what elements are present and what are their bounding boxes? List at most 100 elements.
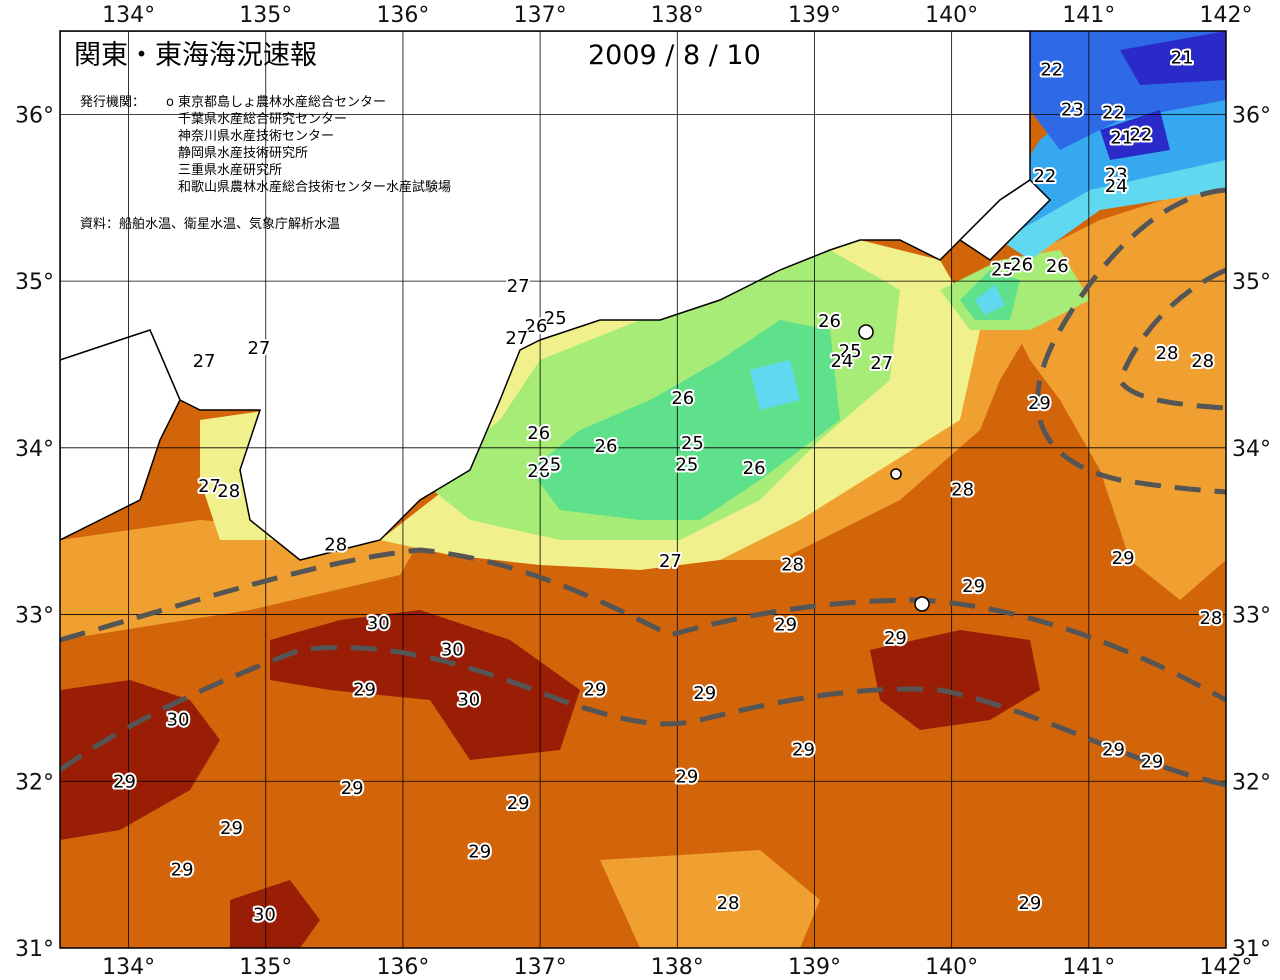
contour-label: 28 (781, 555, 804, 576)
lat-tick-label-left: 34° (15, 437, 54, 462)
lon-tick-label-top: 135° (239, 3, 292, 28)
contour-label: 30 (367, 613, 390, 634)
issuer-item: 和歌山県農林水産総合技術センター水産試験場 (178, 179, 451, 195)
contour-label: 28 (1199, 608, 1222, 629)
contour-label: 25 (839, 341, 862, 362)
map-date: 2009 / 8 / 10 (588, 40, 761, 71)
contour-label: 29 (353, 680, 376, 701)
contour-label: 28 (1156, 343, 1179, 364)
contour-label: 27 (870, 353, 893, 374)
axis-ticks: 134° 134° 135° 135° 136° 136° 137° 137° 138° 138°… (15, 3, 1271, 980)
contour-label: 28 (217, 481, 240, 502)
contour-label: 29 (884, 628, 907, 649)
contour-label: 26 (818, 311, 841, 332)
lat-tick-label-left: 35° (15, 270, 54, 295)
kuroshio-axis-south (60, 644, 1226, 788)
contour-label: 29 (1140, 751, 1163, 772)
lon-tick-label-bottom: 134° (102, 955, 155, 980)
issuer-item: 神奈川県水産技術センター (178, 128, 334, 144)
contour-label: 29 (1102, 740, 1125, 761)
contour-label: 29 (693, 683, 716, 704)
lon-tick-label-bottom: 140° (925, 955, 978, 980)
contour-label: 27 (659, 551, 682, 572)
contour-label: 25 (991, 259, 1014, 280)
zone-21-north-b (1100, 110, 1170, 160)
contour-label: 26 (743, 458, 766, 479)
lon-tick-label-top: 137° (514, 3, 567, 28)
lat-tick-label-left: 31° (15, 937, 54, 962)
lon-tick-label-top: 138° (651, 3, 704, 28)
contour-label: 22 (1040, 59, 1063, 80)
issuer-item: 三重県水産研究所 (178, 162, 282, 178)
lat-tick-label-left: 33° (15, 604, 54, 629)
contour-label: 28 (1191, 351, 1214, 372)
lat-lon-grid (60, 31, 1226, 948)
data-sources: 資料：船舶水温、衛星水温、気象庁解析水温 (80, 216, 340, 232)
contour-label: 29 (220, 818, 243, 839)
lon-tick-label-top: 140° (925, 3, 978, 28)
contour-label: 29 (584, 680, 607, 701)
contour-label: 27 (198, 476, 221, 497)
contour-label: 26 (595, 436, 618, 457)
issuer-item: 千葉県水産総合研究センター (178, 111, 347, 127)
island-oshima (858, 324, 874, 340)
contour-label: 21 (1171, 48, 1194, 69)
contour-label: 22 (1102, 103, 1125, 124)
lon-tick-label-bottom: 142° (1200, 955, 1253, 980)
zone-30-b (270, 610, 580, 760)
contour-label: 25 (538, 454, 561, 475)
contour-label: 26 (525, 316, 548, 337)
kuroshio-eddy-east (1035, 187, 1226, 495)
contour-label: 26 (527, 461, 550, 482)
contour-label: 26 (671, 388, 694, 409)
zone-28-south (600, 850, 820, 948)
issuer-item: 東京都島しょ農林水産総合センター (178, 94, 386, 110)
lon-tick-label-bottom: 137° (514, 955, 567, 980)
contour-label: 29 (1028, 393, 1051, 414)
land-shikoku (60, 329, 181, 541)
lon-tick-label-top: 141° (1062, 3, 1115, 28)
lat-tick-label-left: 32° (15, 770, 54, 795)
contour-label: 26 (527, 423, 550, 444)
contour-label: 23 (1105, 164, 1128, 185)
lon-tick-label-bottom: 136° (376, 955, 429, 980)
contour-label: 24 (1105, 176, 1128, 197)
plot-frame (59, 30, 1227, 949)
contour-label: 29 (774, 615, 797, 636)
contour-label: 28 (951, 480, 974, 501)
lat-tick-label-right: 31° (1232, 937, 1271, 962)
lon-tick-label-top: 136° (376, 3, 429, 28)
issuers-label: 発行機関： (80, 95, 145, 110)
lon-tick-label-bottom: 135° (239, 955, 292, 980)
contour-label: 29 (675, 766, 698, 787)
contour-label: 29 (1018, 893, 1041, 914)
lat-tick-label-right: 35° (1232, 270, 1271, 295)
contour-label: 22 (1033, 166, 1056, 187)
contour-label: 29 (1112, 548, 1135, 569)
contour-label: 25 (681, 433, 704, 454)
issuer-item: 静岡県水産技術研究所 (178, 145, 308, 161)
lon-tick-label-bottom: 141° (1062, 955, 1115, 980)
contour-label: 29 (113, 771, 136, 792)
zone-21-north (1120, 31, 1226, 85)
lat-tick-label-right: 34° (1232, 437, 1271, 462)
contour-label: 29 (792, 740, 815, 761)
contour-label: 21 (1110, 128, 1133, 149)
zone-24-boso (975, 285, 1005, 315)
contour-label: 27 (507, 276, 530, 297)
contour-label: 29 (468, 841, 491, 862)
kuroshio-eddy-inner (1117, 267, 1226, 411)
zone-30-a (60, 680, 220, 840)
lat-tick-label-right: 33° (1232, 604, 1271, 629)
contour-label: 29 (962, 576, 985, 597)
contour-label: 29 (171, 860, 194, 881)
contour-label: 26 (1046, 256, 1069, 277)
contour-label: 25 (544, 308, 567, 329)
land-boso (958, 179, 1052, 261)
contour-label: 30 (167, 710, 190, 731)
lon-tick-label-top: 139° (788, 3, 841, 28)
lat-tick-label-right: 32° (1232, 770, 1271, 795)
contour-label: 25 (675, 454, 698, 475)
